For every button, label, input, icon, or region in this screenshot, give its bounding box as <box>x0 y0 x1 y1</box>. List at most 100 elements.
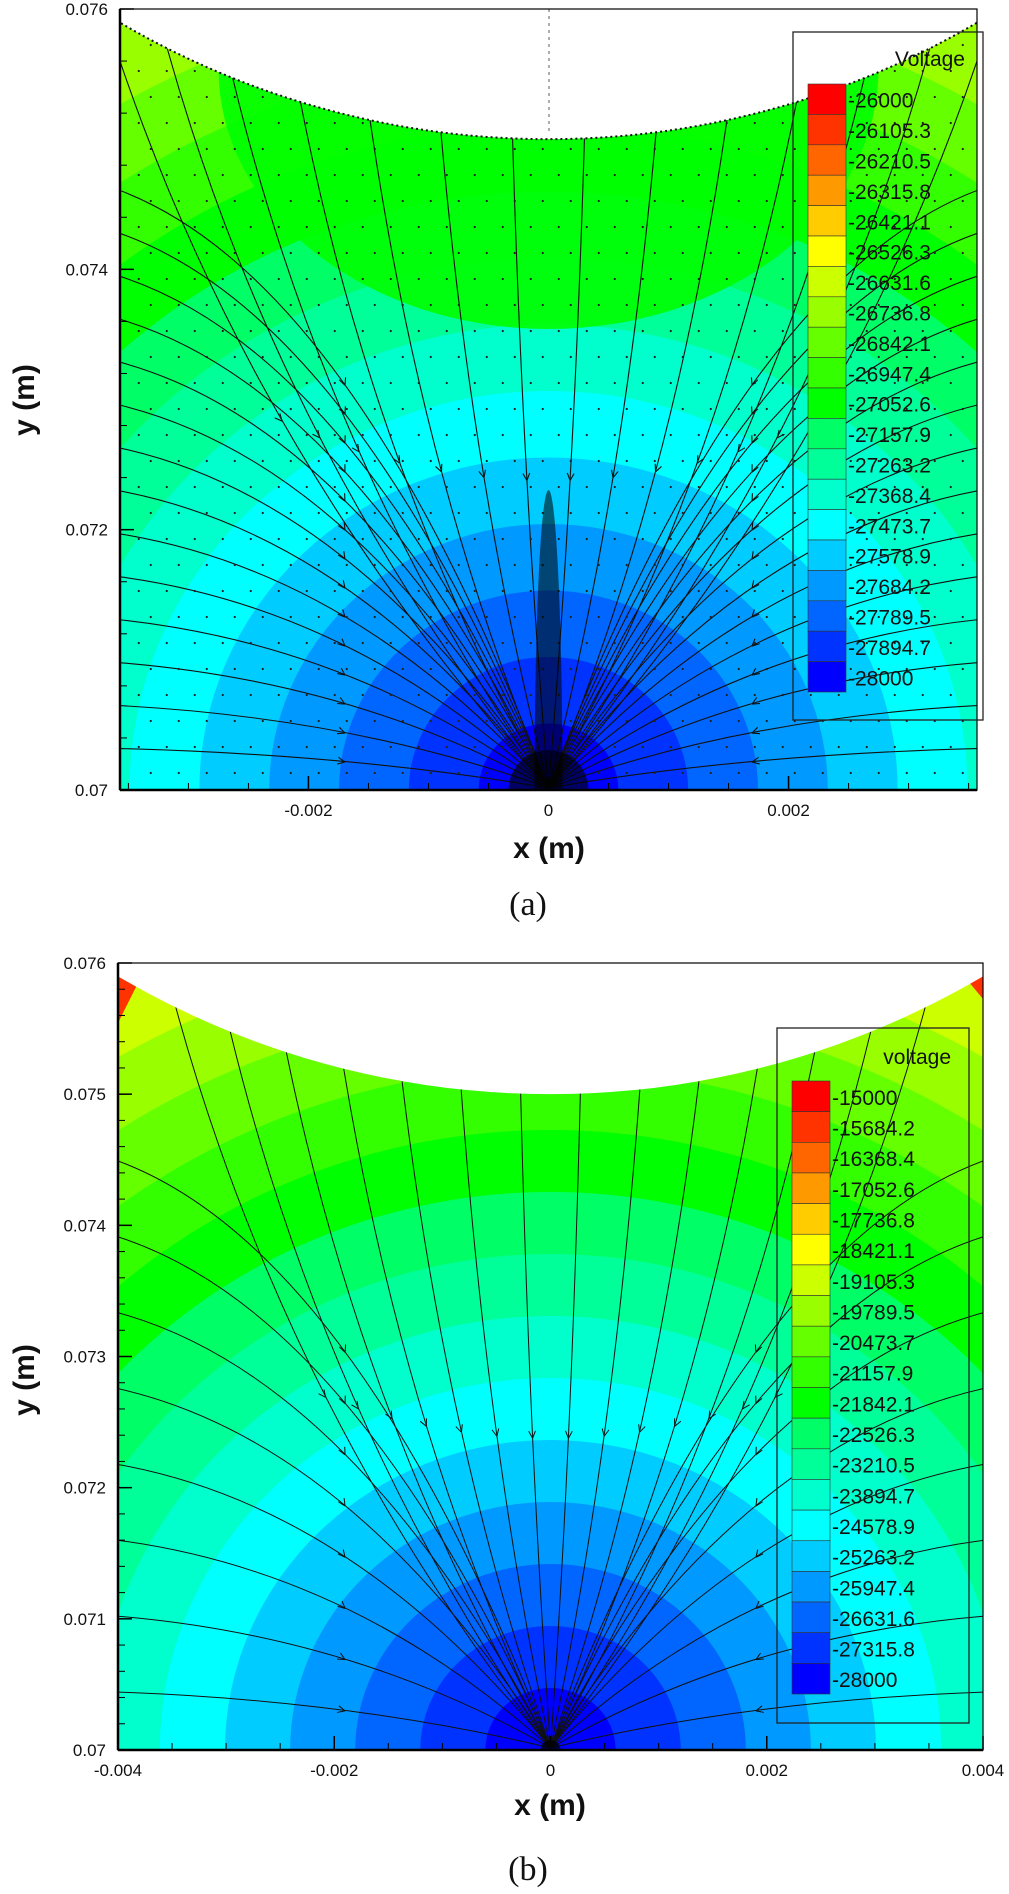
colorbar-swatch <box>807 387 847 419</box>
hole-cutout-b <box>118 963 983 1094</box>
colorbar-swatch <box>807 539 847 571</box>
colorbar-label: -27157.9 <box>848 424 931 447</box>
colorbar-swatch <box>807 600 847 632</box>
colorbar-label: -19105.3 <box>832 1271 915 1294</box>
colorbar-label: -20473.7 <box>832 1332 915 1355</box>
colorbar-swatch <box>791 1417 831 1450</box>
y-axis-title-a: y (m) <box>8 364 41 436</box>
colorbar-swatch <box>791 1111 831 1143</box>
colorbar-label: -15000 <box>832 1087 897 1110</box>
x-tick-label: -0.002 <box>284 801 332 820</box>
panel-label-a: (a) <box>509 886 547 923</box>
colorbar-swatch <box>807 357 847 389</box>
colorbar-swatch <box>807 326 847 358</box>
y-tick-label: 0.07 <box>73 1741 106 1760</box>
y-tick-label: 0.074 <box>65 260 108 279</box>
colorbar-label: -26000 <box>848 90 913 113</box>
legend-box <box>776 1027 970 1724</box>
y-tick-label: 0.076 <box>63 954 106 973</box>
colorbar-swatch <box>791 1509 831 1542</box>
colorbar-label: -26315.8 <box>848 181 931 204</box>
ticks-b: -0.004 -0.002 0 0.002 0.004 0.07 0.071 0.072 0.0… <box>63 954 1004 1780</box>
colorbar-label: -26631.6 <box>832 1608 915 1631</box>
colorbar-label: -27368.4 <box>848 485 931 508</box>
colorbar-swatch <box>807 266 847 298</box>
colorbar-label: -25947.4 <box>832 1577 915 1600</box>
legend-b: voltage -15000 -15684.2 -16368.4 -17052.6 -17… <box>776 1027 970 1724</box>
colorbar-swatch <box>791 1264 831 1296</box>
colorbar-swatch <box>791 1387 831 1419</box>
x-tick-label: -0.002 <box>310 1761 358 1780</box>
colorbar-label: -18421.1 <box>832 1240 915 1263</box>
colorbar-swatch <box>791 1203 831 1235</box>
colorbar-swatch <box>791 1295 831 1327</box>
colorbar-label: -26736.8 <box>848 303 931 326</box>
y-tick-label: 0.073 <box>63 1348 106 1367</box>
colorbar-swatch <box>807 509 847 541</box>
colorbar-label: -16368.4 <box>832 1148 915 1171</box>
colorbar-swatch <box>791 1571 831 1603</box>
colorbar-swatch <box>791 1632 831 1664</box>
legend-title: voltage <box>883 1046 951 1069</box>
ticks-a: -0.002 0 0.002 0.07 0.072 0.074 0.076 <box>65 0 970 820</box>
colorbar-swatch <box>791 1080 831 1112</box>
colorbar-label: -17052.6 <box>832 1179 915 1202</box>
x-tick-label: 0.004 <box>962 1761 1005 1780</box>
colorbar-swatch <box>791 1142 831 1174</box>
colorbar-label: -23210.5 <box>832 1455 915 1478</box>
colorbar-swatch <box>807 205 847 237</box>
colorbar-label: -26526.3 <box>848 242 931 265</box>
x-tick-label: 0 <box>546 1761 555 1780</box>
colorbar-label: -17736.8 <box>832 1209 915 1232</box>
colorbar-label: -26421.1 <box>848 211 931 234</box>
colorbar-label: -27473.7 <box>848 515 931 538</box>
panel-label-b: (b) <box>508 1851 548 1888</box>
colorbar-label: -21157.9 <box>832 1363 913 1386</box>
colorbar-swatch <box>807 570 847 602</box>
colorbar-label: -27263.2 <box>848 455 931 478</box>
colorbar-swatch <box>807 144 847 176</box>
colorbar-swatch <box>791 1356 831 1388</box>
colorbar-label: -27578.9 <box>848 546 931 569</box>
streamlines-b <box>118 1007 983 1750</box>
colorbar-label: -27894.7 <box>848 637 931 660</box>
y-tick-label: 0.071 <box>63 1610 106 1629</box>
x-axis-title-b: x (m) <box>514 1789 586 1822</box>
x-tick-label: 0 <box>544 801 553 820</box>
colorbar-label: -23894.7 <box>832 1485 915 1508</box>
colorbar-label: -15684.2 <box>832 1118 915 1141</box>
colorbar-swatch <box>791 1601 831 1634</box>
legend-title: Voltage <box>895 48 965 71</box>
colorbar-swatch <box>807 630 847 662</box>
colorbar-swatch <box>807 418 847 450</box>
colorbar-swatch <box>791 1540 831 1572</box>
colorbar-label: -26631.6 <box>848 272 931 295</box>
colorbar-label: -28000 <box>848 667 913 690</box>
colorbar-label: -27052.6 <box>848 394 931 417</box>
colorbar-swatch <box>807 114 847 146</box>
colorbar-swatch <box>791 1663 831 1695</box>
contour-band <box>485 1688 616 1750</box>
colorbar-swatch <box>807 448 847 480</box>
colorbar-swatch <box>807 83 847 115</box>
colorbar-label: -27315.8 <box>832 1639 915 1662</box>
electrode-cutout <box>118 963 983 1094</box>
colorbar-label: -26210.5 <box>848 151 931 174</box>
colorbar-label: -24578.9 <box>832 1516 915 1539</box>
colorbar-swatch <box>791 1448 831 1480</box>
colorbar-label: -21842.1 <box>832 1393 915 1416</box>
colorbar-swatch <box>791 1233 831 1266</box>
colorbar-label: -22526.3 <box>832 1424 915 1447</box>
colorbar-label: -19789.5 <box>832 1301 915 1324</box>
contour-field-b <box>118 963 983 1750</box>
colorbar-swatch <box>807 478 847 510</box>
y-tick-label: 0.072 <box>65 521 108 540</box>
x-tick-label: -0.004 <box>94 1761 142 1780</box>
colorbar-swatch <box>807 296 847 328</box>
colorbar-label: -25263.2 <box>832 1547 915 1570</box>
y-axis-title-b: y (m) <box>8 1344 41 1416</box>
colorbar-label: -27684.2 <box>848 576 931 599</box>
